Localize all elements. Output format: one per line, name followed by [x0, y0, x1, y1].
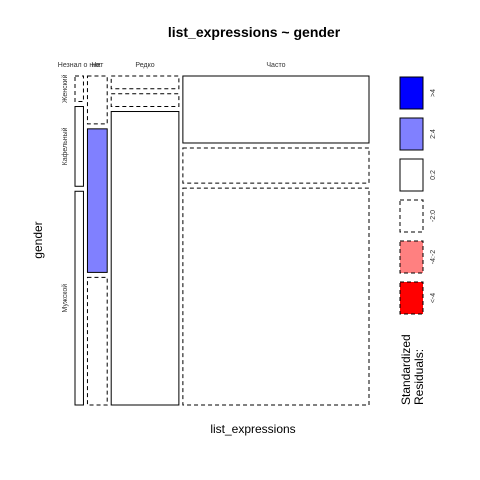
legend-title-line-2: Residuals:: [412, 349, 426, 405]
mosaic-cell: [110, 75, 180, 90]
legend-key: [399, 199, 424, 233]
x-tick-label: Часто: [266, 62, 285, 69]
mosaic-cell: [74, 106, 84, 187]
y-tick-label: Кафельный: [61, 127, 69, 165]
mosaic-cells: [74, 75, 370, 406]
legend-key: [399, 281, 424, 315]
mosaic-cell: [182, 75, 370, 144]
y-tick-label: Женский: [61, 74, 69, 103]
mosaic-cell: [74, 190, 84, 406]
legend: Standardized Residuals: >4 2:4 0:2 -2:0 -4:-…: [399, 76, 437, 405]
mosaic-cell: [182, 147, 370, 184]
legend-label: >4: [430, 89, 437, 97]
legend-key: [399, 240, 424, 274]
legend-key: [399, 117, 424, 151]
legend-key: [399, 76, 424, 110]
x-tick-label: Нет: [91, 62, 104, 69]
mosaic-cell: [86, 276, 108, 406]
mosaic-cell: [110, 111, 180, 406]
mosaic-cell: [74, 75, 84, 103]
y-tick-label: Мужской: [61, 284, 69, 313]
mosaic-cell: [86, 75, 108, 125]
legend-label: -4:-2: [430, 250, 437, 265]
mosaic-cell: [110, 93, 180, 108]
mosaic-cell: [182, 187, 370, 406]
legend-label: 0:2: [430, 170, 437, 180]
x-tick-label: Редко: [135, 62, 154, 69]
legend-key: [399, 158, 424, 192]
x-axis-title: list_expressions: [210, 422, 295, 436]
y-axis-title: gender: [31, 221, 45, 258]
x-tick-label: Незнал о них: [58, 62, 101, 69]
legend-label: <-4: [430, 293, 437, 303]
legend-title-line-1: Standardized: [399, 334, 413, 405]
chart-title: list_expressions ~ gender: [168, 24, 341, 40]
legend-label: -2:0: [430, 210, 437, 222]
mosaic-cell: [86, 128, 108, 273]
y-tick-labels: Женский Кафельный Мужской: [61, 74, 69, 312]
legend-label: 2:4: [430, 129, 437, 139]
